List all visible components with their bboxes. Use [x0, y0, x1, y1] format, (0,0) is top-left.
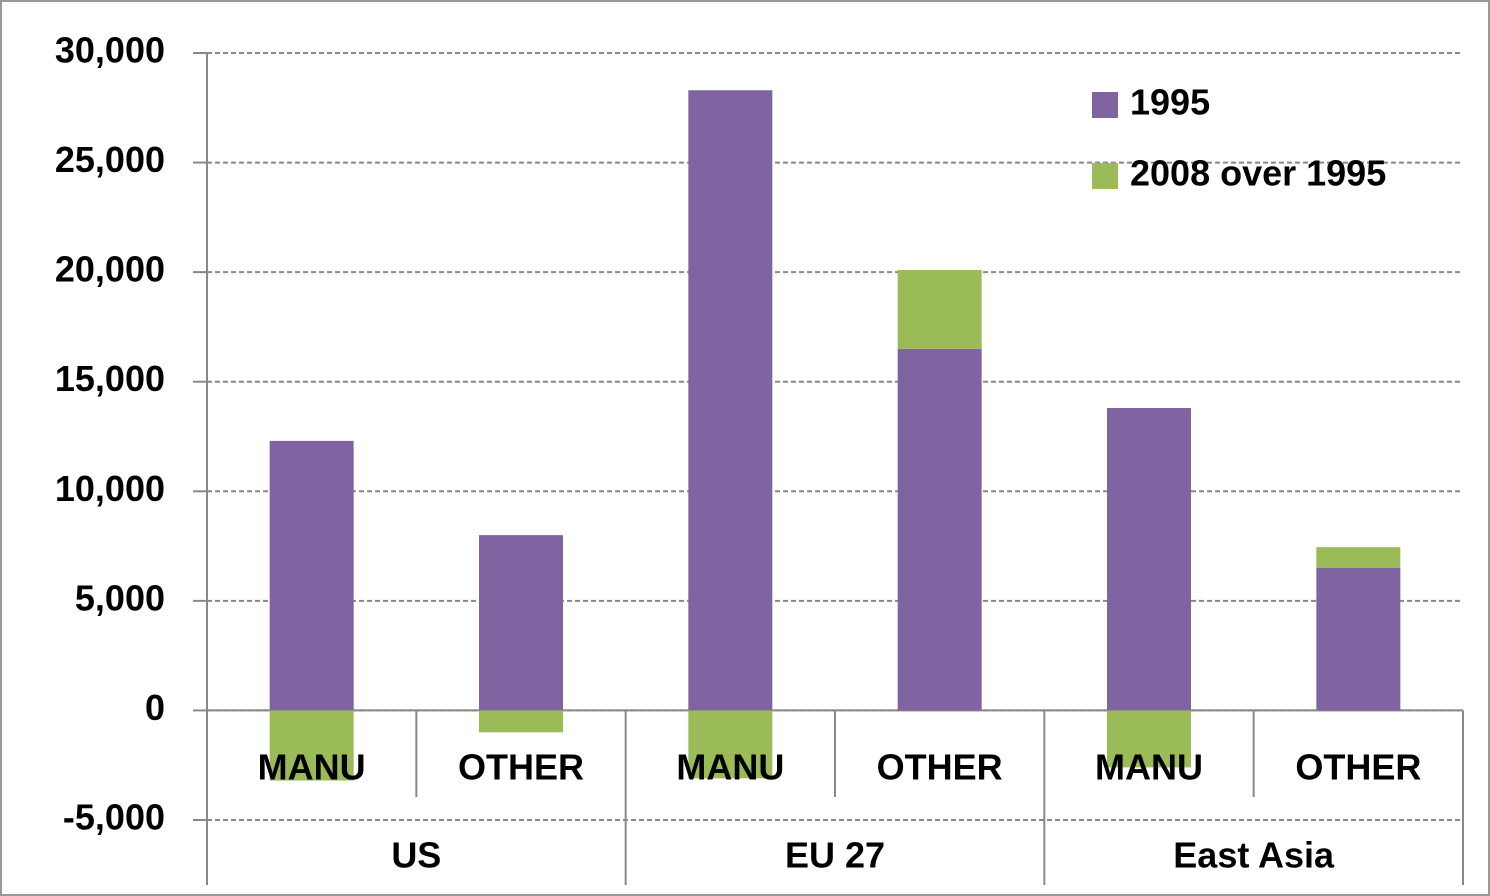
- y-tick-label: 0: [145, 687, 165, 728]
- x-tick-label: OTHER: [458, 747, 584, 788]
- group-label: US: [391, 835, 441, 876]
- y-tick-label: 15,000: [55, 358, 165, 399]
- bar: [269, 710, 354, 781]
- bar: [688, 710, 773, 779]
- bar: [479, 710, 563, 733]
- y-tick-label: 30,000: [55, 30, 165, 71]
- legend-swatch: [1092, 163, 1118, 189]
- x-tick-label: MANU: [676, 747, 784, 788]
- bar: [1107, 710, 1191, 768]
- bar: [269, 440, 354, 711]
- x-tick-label: OTHER: [1295, 747, 1421, 788]
- x-tick-label: MANU: [258, 747, 366, 788]
- y-tick-label: 10,000: [55, 468, 165, 509]
- group-label: EU 27: [785, 835, 885, 876]
- x-tick-label: MANU: [1095, 747, 1203, 788]
- y-tick-label: 20,000: [55, 249, 165, 290]
- bar: [1316, 547, 1401, 568]
- bar: [479, 535, 563, 711]
- bar: [1107, 408, 1191, 711]
- group-label: East Asia: [1173, 835, 1335, 876]
- legend-label: 1995: [1130, 82, 1210, 123]
- y-tick-label: 5,000: [75, 577, 165, 618]
- bar: [897, 348, 982, 711]
- bar: [1316, 567, 1401, 711]
- y-tick-label: 25,000: [55, 139, 165, 180]
- y-tick-label: -5,000: [63, 797, 165, 838]
- legend-label: 2008 over 1995: [1130, 153, 1386, 194]
- bar: [688, 90, 773, 711]
- legend-swatch: [1092, 92, 1118, 118]
- bar: [897, 269, 982, 349]
- x-tick-label: OTHER: [877, 747, 1003, 788]
